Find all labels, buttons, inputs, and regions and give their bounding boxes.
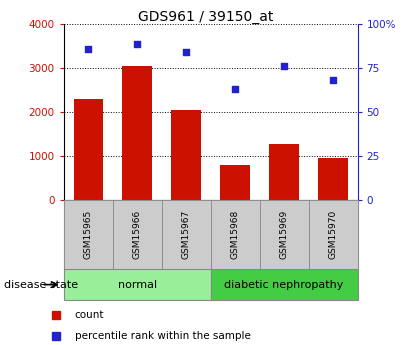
- Text: GSM15967: GSM15967: [182, 210, 191, 259]
- Bar: [211, 200, 260, 269]
- Text: diabetic nephropathy: diabetic nephropathy: [224, 280, 344, 289]
- Bar: [113, 200, 162, 269]
- Bar: [260, 200, 309, 269]
- Text: GSM15969: GSM15969: [279, 210, 289, 259]
- Text: count: count: [75, 310, 104, 320]
- Bar: [171, 110, 201, 200]
- Point: [232, 87, 238, 92]
- Bar: [64, 200, 113, 269]
- Point: [183, 50, 189, 55]
- Text: GSM15966: GSM15966: [133, 210, 142, 259]
- Text: disease state: disease state: [4, 280, 78, 289]
- Text: percentile rank within the sample: percentile rank within the sample: [75, 331, 250, 341]
- Bar: [122, 66, 152, 200]
- Point: [134, 41, 141, 46]
- Point: [330, 78, 336, 83]
- Text: GSM15968: GSM15968: [231, 210, 240, 259]
- Bar: [211, 269, 358, 300]
- Point: [85, 46, 92, 51]
- Bar: [74, 99, 103, 200]
- Bar: [319, 158, 348, 200]
- Point: [281, 63, 287, 69]
- Text: normal: normal: [118, 280, 157, 289]
- Text: GDS961 / 39150_at: GDS961 / 39150_at: [138, 10, 273, 24]
- Text: GSM15965: GSM15965: [84, 210, 93, 259]
- Bar: [64, 269, 210, 300]
- Text: GSM15970: GSM15970: [328, 210, 337, 259]
- Bar: [162, 200, 211, 269]
- Bar: [220, 165, 250, 200]
- Bar: [270, 144, 299, 200]
- Bar: [309, 200, 358, 269]
